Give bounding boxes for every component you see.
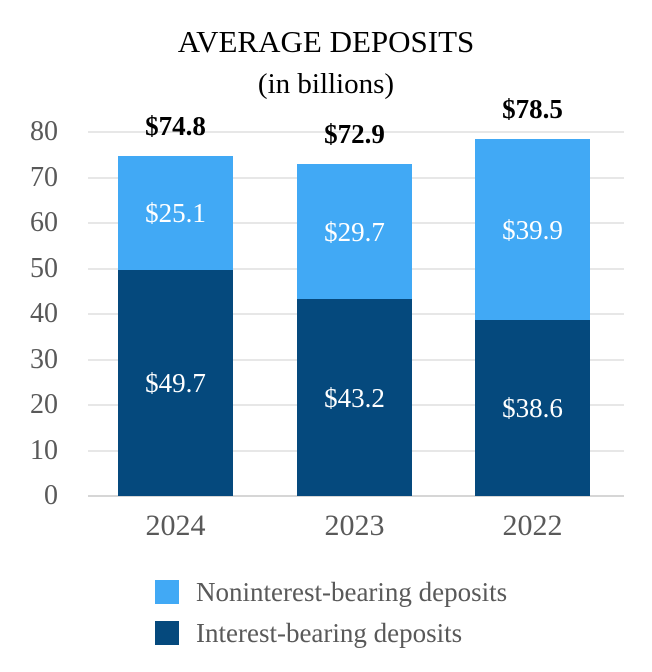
segment-value-label: $29.7	[324, 216, 385, 247]
chart-title: AVERAGE DEPOSITS	[177, 24, 475, 59]
interest-bearing-segment	[475, 320, 590, 496]
y-tick-label: 10	[30, 434, 58, 466]
segment-value-label: $25.1	[145, 197, 206, 228]
noninterest-swatch-icon	[155, 580, 179, 604]
x-tick-label: 2023	[324, 509, 385, 542]
y-tick-label: 70	[30, 161, 58, 193]
bar-total-label: $72.9	[324, 119, 385, 150]
y-tick-label: 80	[30, 116, 58, 147]
legend-item-interest: Interest-bearing deposits	[155, 617, 507, 649]
y-tick-label: 0	[44, 480, 58, 511]
segment-value-label: $43.2	[324, 382, 385, 413]
segment-value-label: $38.6	[502, 393, 563, 424]
y-tick-label: 30	[30, 343, 58, 375]
x-axis-line	[88, 495, 624, 497]
gridline	[88, 131, 624, 133]
noninterest-bearing-segment	[118, 155, 233, 270]
bar-total-label: $74.8	[145, 110, 206, 141]
legend-item-noninterest: Noninterest-bearing deposits	[155, 576, 507, 608]
interest-bearing-segment	[118, 269, 233, 496]
legend-label-noninterest: Noninterest-bearing deposits	[196, 577, 508, 607]
interest-bearing-segment	[297, 299, 412, 496]
y-tick-label: 50	[30, 252, 58, 284]
y-tick-label: 20	[30, 389, 58, 420]
legend-label-interest: Interest-bearing deposits	[196, 618, 463, 648]
y-tick-label: 40	[30, 298, 58, 329]
y-tick-label: 60	[30, 207, 58, 238]
noninterest-bearing-segment	[475, 138, 590, 321]
segment-value-label: $39.9	[502, 214, 563, 245]
chart-subtitle: (in billions)	[257, 68, 395, 100]
bar-total-label: $78.5	[502, 93, 563, 124]
x-tick-label: 2024	[145, 509, 206, 542]
segment-value-label: $49.7	[145, 367, 206, 398]
noninterest-bearing-segment	[297, 164, 412, 300]
interest-swatch-icon	[155, 621, 179, 645]
x-tick-label: 2022	[502, 509, 563, 542]
legend: Noninterest-bearing deposits Interest-be…	[155, 576, 507, 658]
